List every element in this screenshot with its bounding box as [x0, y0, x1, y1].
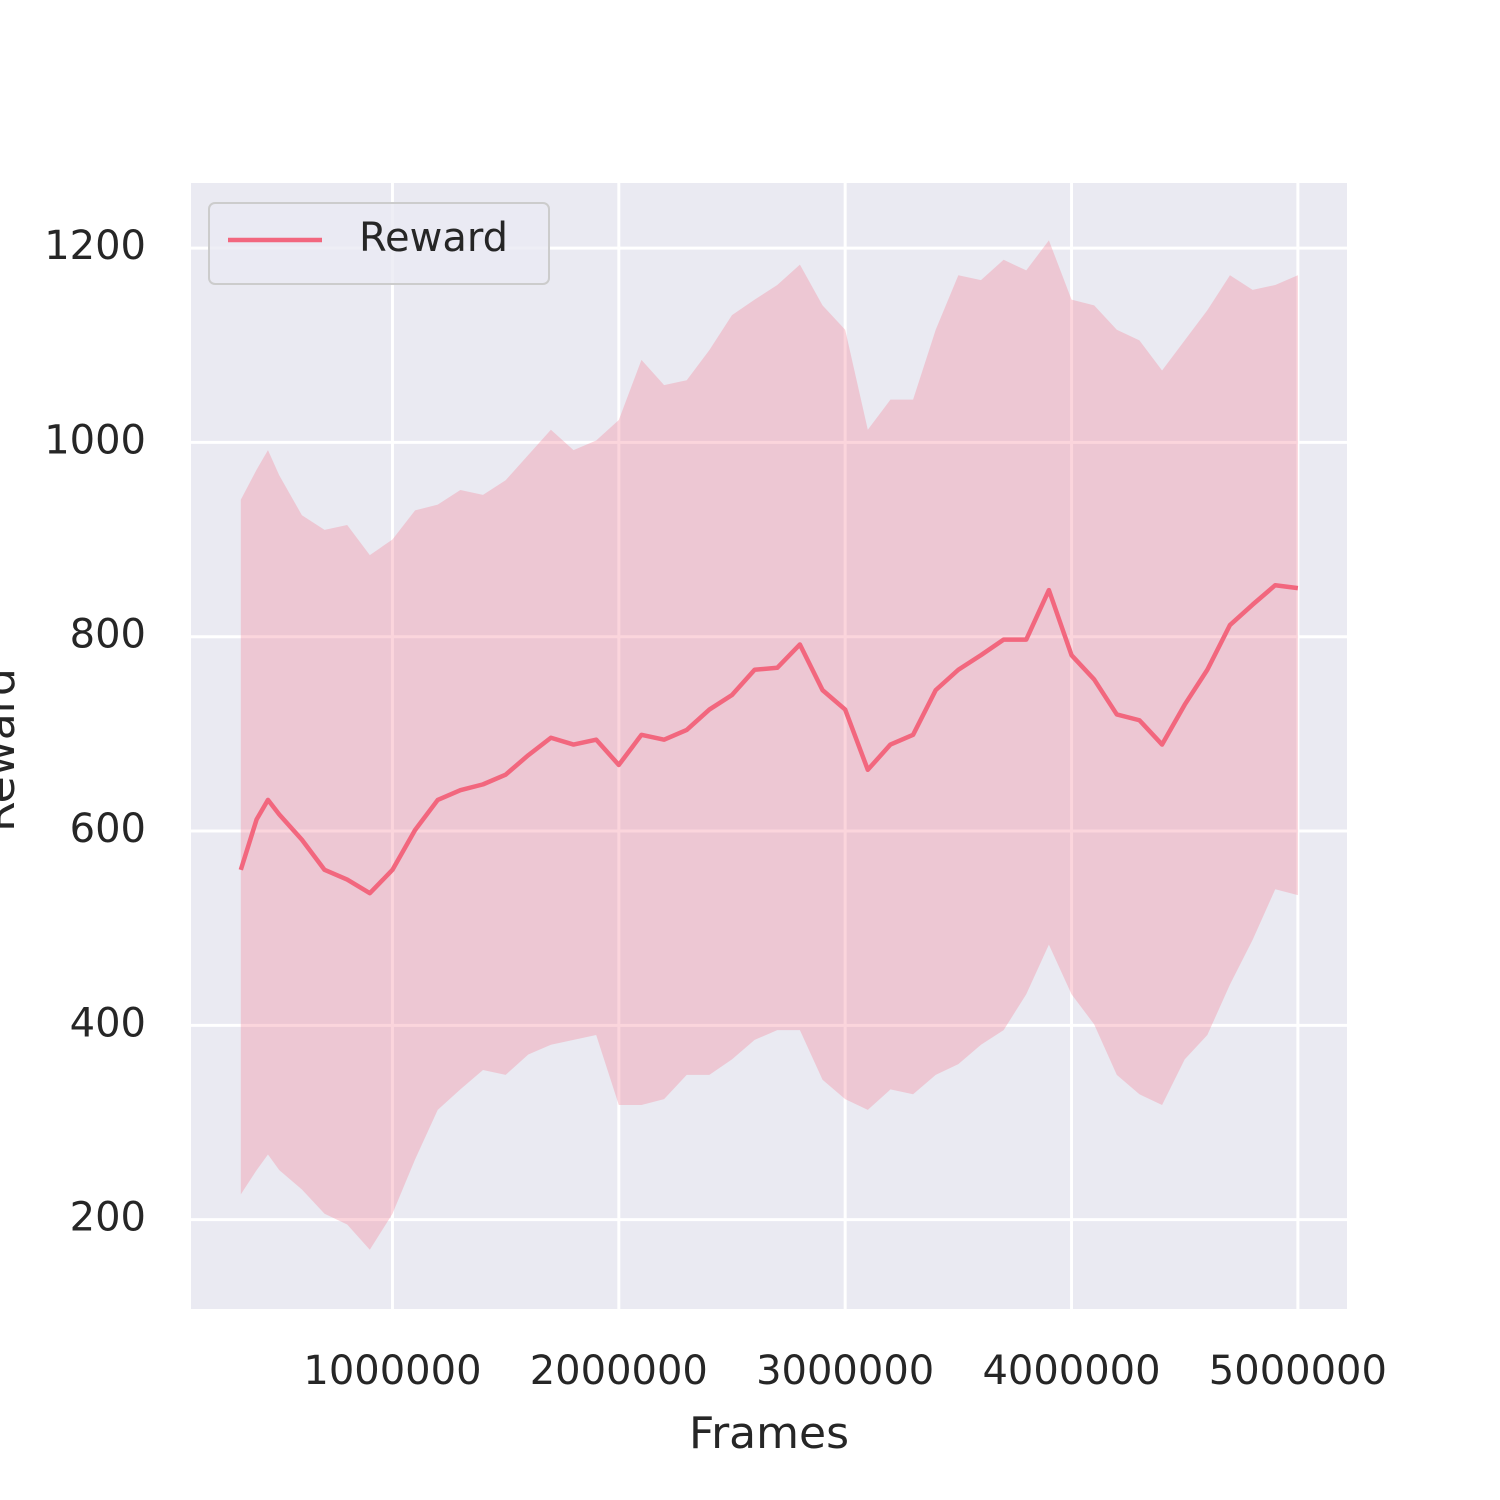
- x-tick-label: 2000000: [530, 1348, 708, 1394]
- x-tick-label: 5000000: [1209, 1348, 1387, 1394]
- x-axis-label: Frames: [689, 1408, 849, 1459]
- band-area: [240, 240, 1298, 1250]
- y-tick-label: 600: [70, 806, 146, 852]
- marks: [238, 240, 1299, 1250]
- legend-box: [208, 202, 550, 285]
- y-tick-label: 1000: [44, 417, 146, 463]
- x-tick-label: 1000000: [303, 1348, 481, 1394]
- grid: [191, 183, 1347, 1309]
- x-tick-label: 3000000: [756, 1348, 934, 1394]
- y-tick-label: 800: [70, 612, 146, 658]
- legend-label: Reward: [359, 215, 508, 261]
- plot-area: [191, 183, 1347, 1309]
- y-tick-label: 400: [70, 1000, 146, 1046]
- y-tick-label: 200: [70, 1195, 146, 1241]
- x-tick-label: 4000000: [982, 1348, 1160, 1394]
- y-tick-label: 1200: [44, 223, 146, 269]
- y-axis-label: Reward: [0, 668, 25, 832]
- legend: Reward: [208, 202, 550, 285]
- line: [238, 582, 1299, 896]
